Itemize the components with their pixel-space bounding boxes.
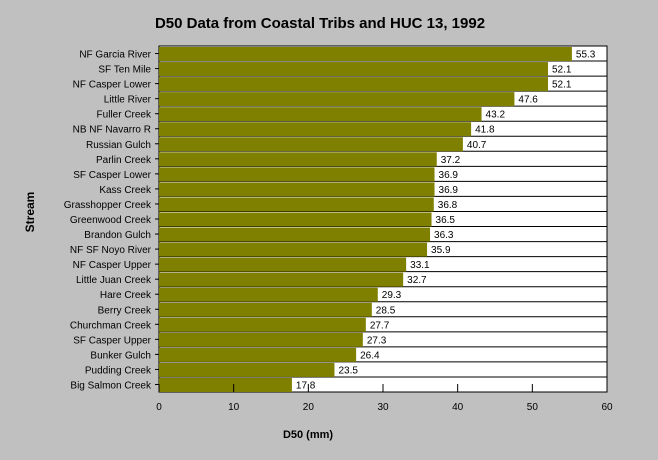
y-tick-label: SF Ten Mile (98, 65, 151, 76)
bar (159, 287, 378, 302)
bar (159, 377, 292, 392)
bar (159, 272, 404, 287)
data-label: 33.1 (410, 260, 430, 271)
y-tick-label: SF Casper Upper (73, 335, 151, 346)
data-label: 23.5 (338, 365, 358, 376)
y-tick-label: Bunker Gulch (90, 350, 151, 361)
data-label: 36.5 (436, 215, 456, 226)
bar (159, 317, 366, 332)
bar (159, 107, 482, 122)
data-label: 32.7 (407, 275, 427, 286)
data-label: 28.5 (376, 305, 396, 316)
bar (159, 257, 407, 272)
y-tick-label: Pudding Creek (85, 365, 152, 376)
x-tick-label: 40 (452, 402, 464, 413)
data-label: 37.2 (441, 155, 461, 166)
bar (159, 347, 357, 362)
chart-title: D50 Data from Coastal Tribs and HUC 13, … (155, 15, 485, 32)
data-label: 36.9 (439, 170, 459, 181)
y-axis-label: Stream (23, 192, 37, 233)
data-label: 36.3 (434, 230, 454, 241)
data-label: 40.7 (467, 140, 487, 151)
y-tick-label: NF SF Noyo River (70, 245, 152, 256)
y-tick-label: Kass Creek (99, 185, 152, 196)
y-tick-label: Greenwood Creek (70, 215, 152, 226)
y-tick-label: Little Juan Creek (76, 275, 152, 286)
y-tick-label: Russian Gulch (86, 140, 151, 151)
bar (159, 77, 549, 92)
data-label: 29.3 (382, 290, 402, 301)
bar (159, 62, 549, 77)
bar (159, 167, 435, 182)
x-tick-label: 50 (527, 402, 539, 413)
bar (159, 332, 363, 347)
bar (159, 92, 515, 107)
y-tick-label: SF Casper Lower (73, 170, 151, 181)
y-tick-label: Parlin Creek (96, 155, 152, 166)
y-tick-label: Brandon Gulch (84, 230, 151, 241)
y-tick-label: Fuller Creek (97, 110, 152, 121)
data-label: 41.8 (475, 125, 495, 136)
y-tick-label: NF Casper Upper (73, 260, 152, 271)
data-label: 26.4 (360, 350, 380, 361)
bar (159, 362, 335, 377)
bar (159, 152, 437, 167)
x-tick-label: 20 (303, 402, 315, 413)
x-tick-label: 0 (156, 402, 162, 413)
bar (159, 47, 572, 62)
x-tick-label: 60 (601, 402, 613, 413)
y-tick-label: Berry Creek (98, 305, 152, 316)
y-tick-label: Hare Creek (100, 290, 152, 301)
data-label: 36.8 (438, 200, 458, 211)
bar (159, 212, 432, 227)
data-label: 52.1 (552, 80, 572, 91)
bars: 55.3 52.1 52.1 47.6 43.2 41.8 40.7 37.2 36.9 36.9… (159, 47, 596, 392)
data-label: 17.8 (296, 380, 316, 391)
y-tick-label: Grasshopper Creek (64, 200, 152, 211)
y-tick-label: Big Salmon Creek (70, 380, 152, 391)
data-label: 43.2 (486, 110, 506, 121)
data-label: 36.9 (439, 185, 459, 196)
x-ticks: 0 10 20 30 40 50 60 (156, 384, 613, 413)
bar (159, 242, 428, 257)
bar (159, 122, 472, 137)
data-label: 35.9 (431, 245, 451, 256)
data-label: 52.1 (552, 65, 572, 76)
x-tick-label: 10 (228, 402, 240, 413)
data-label: 55.3 (576, 50, 596, 61)
y-tick-label: NF Garcia River (79, 50, 151, 61)
y-tick-label: NF Casper Lower (73, 80, 152, 91)
data-label: 27.3 (367, 335, 387, 346)
bar (159, 302, 372, 317)
bar (159, 137, 463, 152)
data-label: 47.6 (518, 95, 538, 106)
x-axis-label: D50 (mm) (283, 429, 333, 441)
y-tick-label: Churchman Creek (70, 320, 152, 331)
data-label: 27.7 (370, 320, 390, 331)
y-tick-labels: NF Garcia River SF Ten Mile NF Casper Lowe… (64, 50, 159, 391)
bar (159, 197, 434, 212)
bar (159, 182, 435, 197)
y-tick-label: Little River (104, 95, 152, 106)
bar (159, 227, 431, 242)
x-tick-label: 30 (377, 402, 389, 413)
y-tick-label: NB NF Navarro R (73, 125, 151, 136)
